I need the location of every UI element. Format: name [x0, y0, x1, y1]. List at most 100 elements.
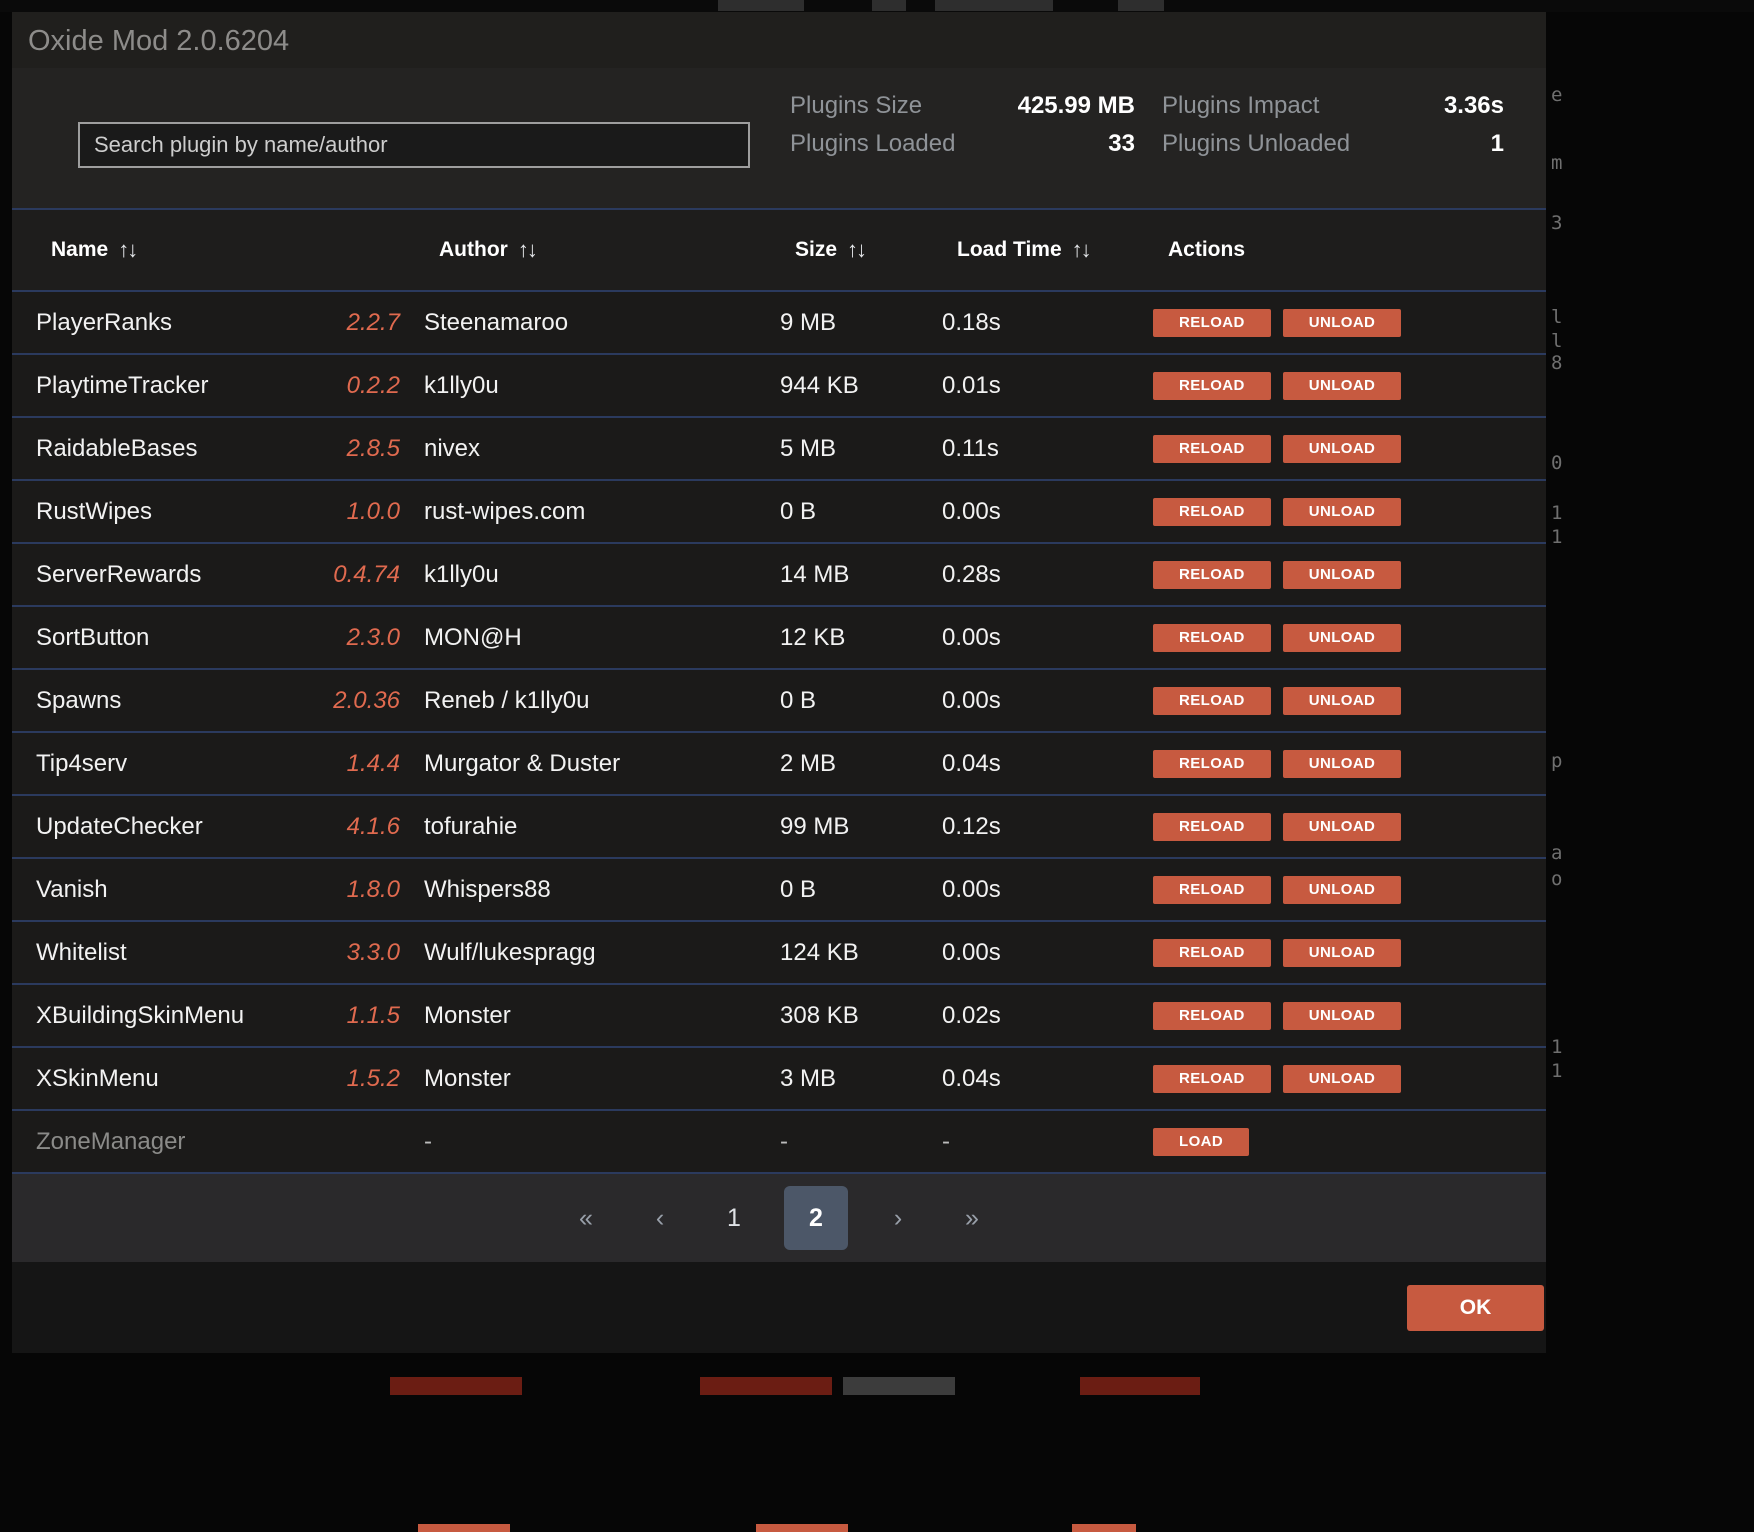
row-actions: RELOAD UNLOAD [1153, 749, 1546, 778]
unload-button[interactable]: UNLOAD [1282, 623, 1402, 652]
reload-button[interactable]: RELOAD [1153, 749, 1271, 778]
plugin-size: 0 B [780, 686, 817, 714]
reload-button[interactable]: RELOAD [1153, 1064, 1271, 1093]
plugin-version: 1.4.4 [346, 749, 400, 777]
reload-button[interactable]: RELOAD [1153, 560, 1271, 589]
prev-page-button[interactable]: ‹ [655, 1204, 665, 1232]
page-button-2[interactable]: 2 [784, 1186, 848, 1250]
plugin-author: Steenamaroo [424, 308, 569, 336]
unload-button[interactable]: UNLOAD [1282, 1001, 1402, 1030]
plugin-name: Tip4serv [36, 749, 128, 777]
reload-button[interactable]: RELOAD [1153, 434, 1271, 463]
header-panel: Plugins Size 425.99 MB Plugins Impact 3.36s… [12, 68, 1546, 208]
table-row: Vanish 1.8.0 Whispers88 0 B 0.00s RELOAD… [12, 859, 1546, 922]
plugin-name: PlaytimeTracker [36, 371, 209, 399]
plugin-load-time: 0.28s [942, 560, 1001, 588]
plugin-size: 944 KB [780, 371, 859, 399]
load-button[interactable]: LOAD [1153, 1127, 1250, 1156]
row-actions: RELOAD UNLOAD [1153, 1064, 1546, 1093]
row-actions: RELOAD UNLOAD [1153, 623, 1546, 652]
column-header-author[interactable]: Author ↑↓ [424, 237, 780, 263]
page-button-1[interactable]: 1 [727, 1204, 741, 1232]
reload-button[interactable]: RELOAD [1153, 371, 1271, 400]
unload-button[interactable]: UNLOAD [1282, 686, 1402, 715]
plugin-load-time: 0.04s [942, 1064, 1001, 1092]
unload-button[interactable]: UNLOAD [1282, 560, 1402, 589]
reload-button[interactable]: RELOAD [1153, 497, 1271, 526]
plugin-size: 308 KB [780, 1001, 859, 1029]
plugin-load-time: 0.12s [942, 812, 1001, 840]
plugin-author: Murgator & Duster [424, 749, 621, 777]
reload-button[interactable]: RELOAD [1153, 686, 1271, 715]
background-fragment [843, 1377, 955, 1395]
reload-button[interactable]: RELOAD [1153, 308, 1271, 337]
sort-icon: ↑↓ [118, 237, 138, 262]
background-text-fragment: e [1551, 84, 1563, 106]
plugin-version: 4.1.6 [346, 812, 400, 840]
plugin-size: 0 B [780, 875, 817, 903]
table-row: Spawns 2.0.36 Reneb / k1lly0u 0 B 0.00s … [12, 670, 1546, 733]
unload-button[interactable]: UNLOAD [1282, 875, 1402, 904]
plugin-size: 5 MB [780, 434, 837, 462]
background-text-fragment: l [1551, 306, 1563, 328]
next-page-button[interactable]: › [893, 1204, 903, 1232]
reload-button[interactable]: RELOAD [1153, 875, 1271, 904]
plugin-size: - [780, 1127, 788, 1155]
column-header-load-time[interactable]: Load Time ↑↓ [942, 237, 1153, 263]
plugin-load-time: 0.04s [942, 749, 1001, 777]
plugin-size: 3 MB [780, 1064, 837, 1092]
background-text-fragment: 1 [1551, 1036, 1563, 1058]
plugin-name: XSkinMenu [36, 1064, 159, 1092]
background-text-fragment: p [1551, 750, 1563, 772]
search-input[interactable] [78, 122, 750, 168]
column-header-size[interactable]: Size ↑↓ [780, 237, 942, 263]
background-text-fragment: l [1551, 330, 1563, 352]
column-header-name[interactable]: Name ↑↓ [36, 237, 424, 263]
column-label: Size [795, 238, 838, 261]
unload-button[interactable]: UNLOAD [1282, 1064, 1402, 1093]
unload-button[interactable]: UNLOAD [1282, 434, 1402, 463]
reload-button[interactable]: RELOAD [1153, 1001, 1271, 1030]
plugin-author: nivex [424, 434, 481, 462]
plugin-author: Wulf/lukespragg [424, 938, 596, 966]
reload-button[interactable]: RELOAD [1153, 812, 1271, 841]
background-text-fragment: 1 [1551, 1060, 1563, 1082]
plugin-name: UpdateChecker [36, 812, 203, 840]
plugin-load-time: 0.02s [942, 1001, 1001, 1029]
background-fragment [700, 1377, 832, 1395]
reload-button[interactable]: RELOAD [1153, 623, 1271, 652]
table-row: ServerRewards 0.4.74 k1lly0u 14 MB 0.28s… [12, 544, 1546, 607]
unload-button[interactable]: UNLOAD [1282, 938, 1402, 967]
row-actions: LOAD [1153, 1127, 1546, 1156]
plugin-version: 2.8.5 [346, 434, 400, 462]
unload-button[interactable]: UNLOAD [1282, 749, 1402, 778]
unload-button[interactable]: UNLOAD [1282, 371, 1402, 400]
background-fragment [872, 0, 906, 11]
plugin-author: - [424, 1127, 432, 1155]
footer-bar: OK [12, 1262, 1546, 1353]
unload-button[interactable]: UNLOAD [1282, 497, 1402, 526]
plugin-version: 0.2.2 [346, 371, 400, 399]
plugin-name: Whitelist [36, 938, 127, 966]
plugin-load-time: 0.00s [942, 875, 1001, 903]
plugin-author: MON@H [424, 623, 522, 651]
column-label: Load Time [957, 238, 1062, 261]
plugin-name: RustWipes [36, 497, 153, 525]
row-actions: RELOAD UNLOAD [1153, 875, 1546, 904]
last-page-button[interactable]: » [965, 1204, 979, 1232]
plugin-version: 1.1.5 [346, 1001, 400, 1029]
first-page-button[interactable]: « [579, 1204, 593, 1232]
unload-button[interactable]: UNLOAD [1282, 308, 1402, 337]
plugin-name: SortButton [36, 623, 150, 651]
plugin-load-time: 0.11s [942, 434, 999, 462]
plugin-load-time: 0.00s [942, 623, 1001, 651]
plugin-version: 1.0.0 [346, 497, 400, 525]
plugin-version: 0.4.74 [333, 560, 400, 588]
reload-button[interactable]: RELOAD [1153, 938, 1271, 967]
ok-button[interactable]: OK [1407, 1284, 1544, 1331]
oxide-plugin-manager-window: Oxide Mod 2.0.6204 Plugins Size 425.99 MB… [12, 12, 1546, 1353]
row-actions: RELOAD UNLOAD [1153, 497, 1546, 526]
table-row: Whitelist 3.3.0 Wulf/lukespragg 124 KB 0… [12, 922, 1546, 985]
unload-button[interactable]: UNLOAD [1282, 812, 1402, 841]
table-row: ZoneManager - - - LOAD [12, 1111, 1546, 1174]
